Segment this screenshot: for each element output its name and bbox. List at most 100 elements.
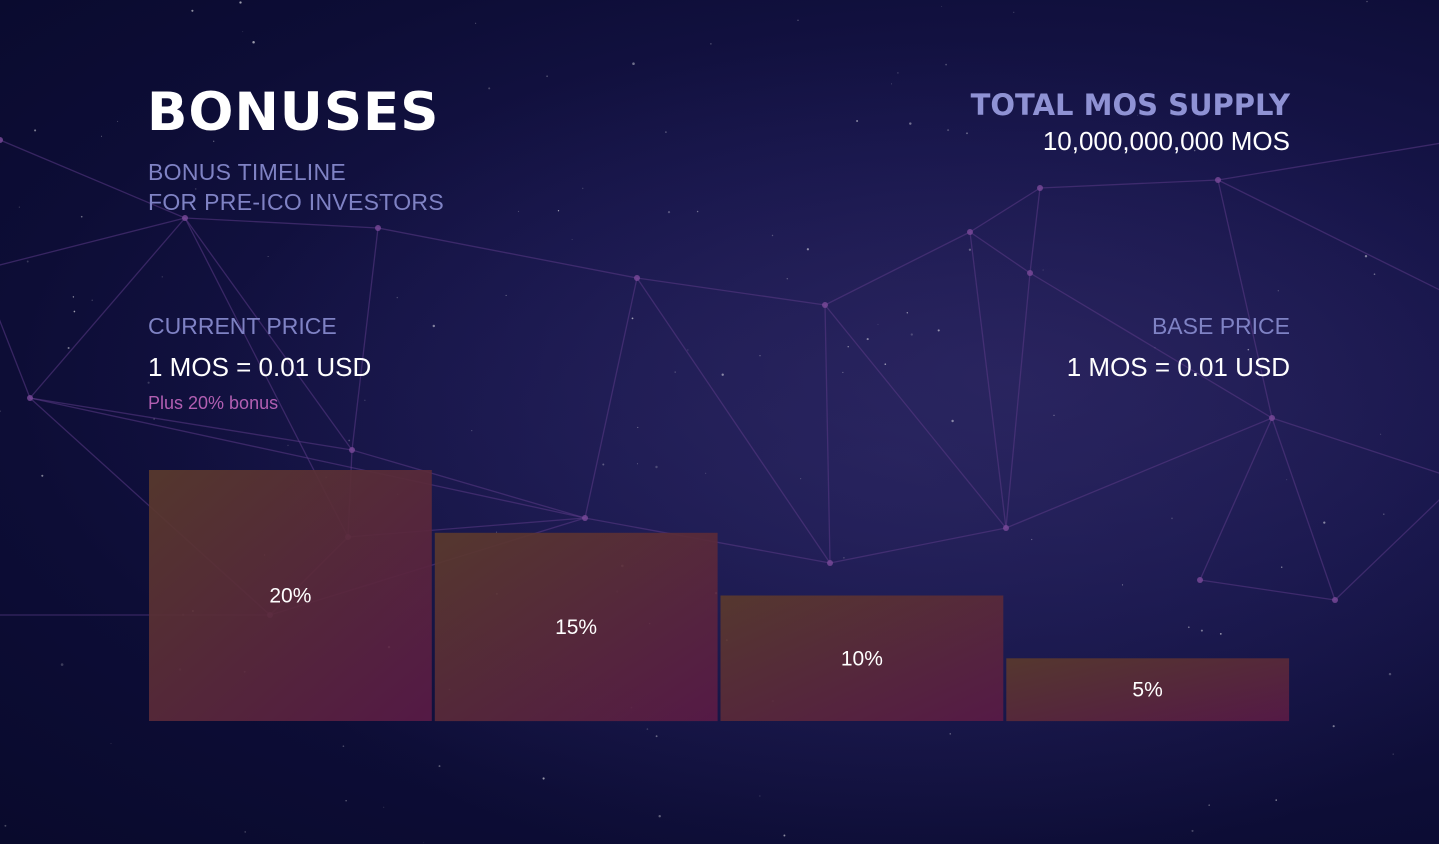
star <box>674 371 676 373</box>
network-line <box>1039 179 1219 189</box>
star <box>488 87 491 90</box>
base-price: BASE PRICE 1 MOS = 0.01 USD <box>1067 311 1290 385</box>
star <box>72 296 75 298</box>
star <box>665 131 667 133</box>
star <box>847 346 849 348</box>
star <box>147 381 150 384</box>
star <box>1373 273 1376 275</box>
star <box>432 324 436 328</box>
star <box>1277 290 1279 292</box>
star <box>26 260 29 263</box>
star <box>941 6 943 7</box>
star <box>884 363 887 366</box>
star <box>710 43 712 45</box>
network-line <box>1217 179 1439 291</box>
star <box>631 317 634 320</box>
total-supply-label: TOTAL MOS SUPPLY <box>970 88 1290 122</box>
star <box>632 62 635 65</box>
star <box>0 410 2 413</box>
star <box>242 31 244 33</box>
star <box>797 19 799 21</box>
star <box>705 472 707 474</box>
star <box>546 75 548 78</box>
network-node <box>349 447 355 453</box>
network-node <box>182 215 188 221</box>
network-line <box>1005 417 1273 529</box>
network-node <box>582 515 588 521</box>
star <box>843 556 845 559</box>
bar-label: 10% <box>841 647 883 670</box>
star <box>937 329 940 332</box>
base-price-value: 1 MOS = 0.01 USD <box>1066 352 1290 382</box>
star <box>239 1 242 4</box>
star <box>1121 584 1124 586</box>
network-node <box>634 275 640 281</box>
star <box>60 663 64 666</box>
network-node <box>967 229 973 235</box>
star <box>213 140 215 142</box>
network-line <box>824 304 1007 529</box>
current-price-note: Plus 20% bonus <box>148 393 279 413</box>
star <box>172 373 176 377</box>
subtitle-line-2: FOR PRE-ICO INVESTORS <box>148 189 444 215</box>
page-subtitle: BONUS TIMELINE FOR PRE-ICO INVESTORS <box>148 157 444 217</box>
star <box>342 745 345 748</box>
star <box>1219 632 1222 635</box>
base-price-label: BASE PRICE <box>1151 313 1290 339</box>
network-line <box>1217 142 1439 181</box>
star <box>161 276 163 278</box>
network-node <box>1003 525 1009 531</box>
star <box>1171 517 1173 520</box>
star <box>557 210 560 212</box>
star <box>655 735 658 738</box>
star <box>637 426 639 428</box>
star <box>542 777 545 780</box>
star <box>378 198 382 201</box>
network-line <box>351 227 379 451</box>
network-node <box>1269 415 1275 421</box>
star <box>252 41 255 44</box>
network-line <box>1271 417 1439 474</box>
star <box>771 234 774 237</box>
star <box>67 346 70 350</box>
star <box>505 294 507 296</box>
network-node <box>822 302 828 308</box>
star <box>1042 269 1044 271</box>
star <box>906 312 908 314</box>
star <box>800 478 802 480</box>
network-line <box>184 217 353 451</box>
star <box>1154 347 1156 349</box>
star <box>949 733 951 735</box>
subtitle-line-1: BONUS TIMELINE <box>148 159 347 185</box>
star <box>110 743 112 745</box>
star <box>345 800 347 802</box>
star <box>696 210 699 213</box>
network-line <box>29 397 586 519</box>
current-price-label: CURRENT PRICE <box>148 313 337 339</box>
star <box>1191 829 1194 832</box>
star <box>759 355 761 357</box>
star <box>117 120 119 122</box>
star <box>891 83 893 85</box>
star <box>438 765 441 768</box>
network-line <box>1217 179 1273 419</box>
total-supply: TOTAL MOS SUPPLY 10,000,000,000 MOS <box>971 86 1290 158</box>
star <box>423 842 425 844</box>
star <box>687 349 689 351</box>
star <box>655 465 658 469</box>
network-line <box>829 527 1007 564</box>
network-node <box>1197 577 1203 583</box>
current-price: CURRENT PRICE 1 MOS = 0.01 USD Plus 20% … <box>148 311 371 415</box>
bar-15% <box>434 532 718 722</box>
network-line <box>636 277 826 306</box>
star <box>637 463 639 465</box>
star <box>496 531 497 533</box>
star <box>966 132 968 135</box>
star <box>244 831 246 833</box>
star <box>34 129 37 132</box>
star <box>471 430 473 432</box>
star <box>1366 0 1368 3</box>
network-line <box>1199 417 1273 581</box>
star <box>866 338 869 341</box>
